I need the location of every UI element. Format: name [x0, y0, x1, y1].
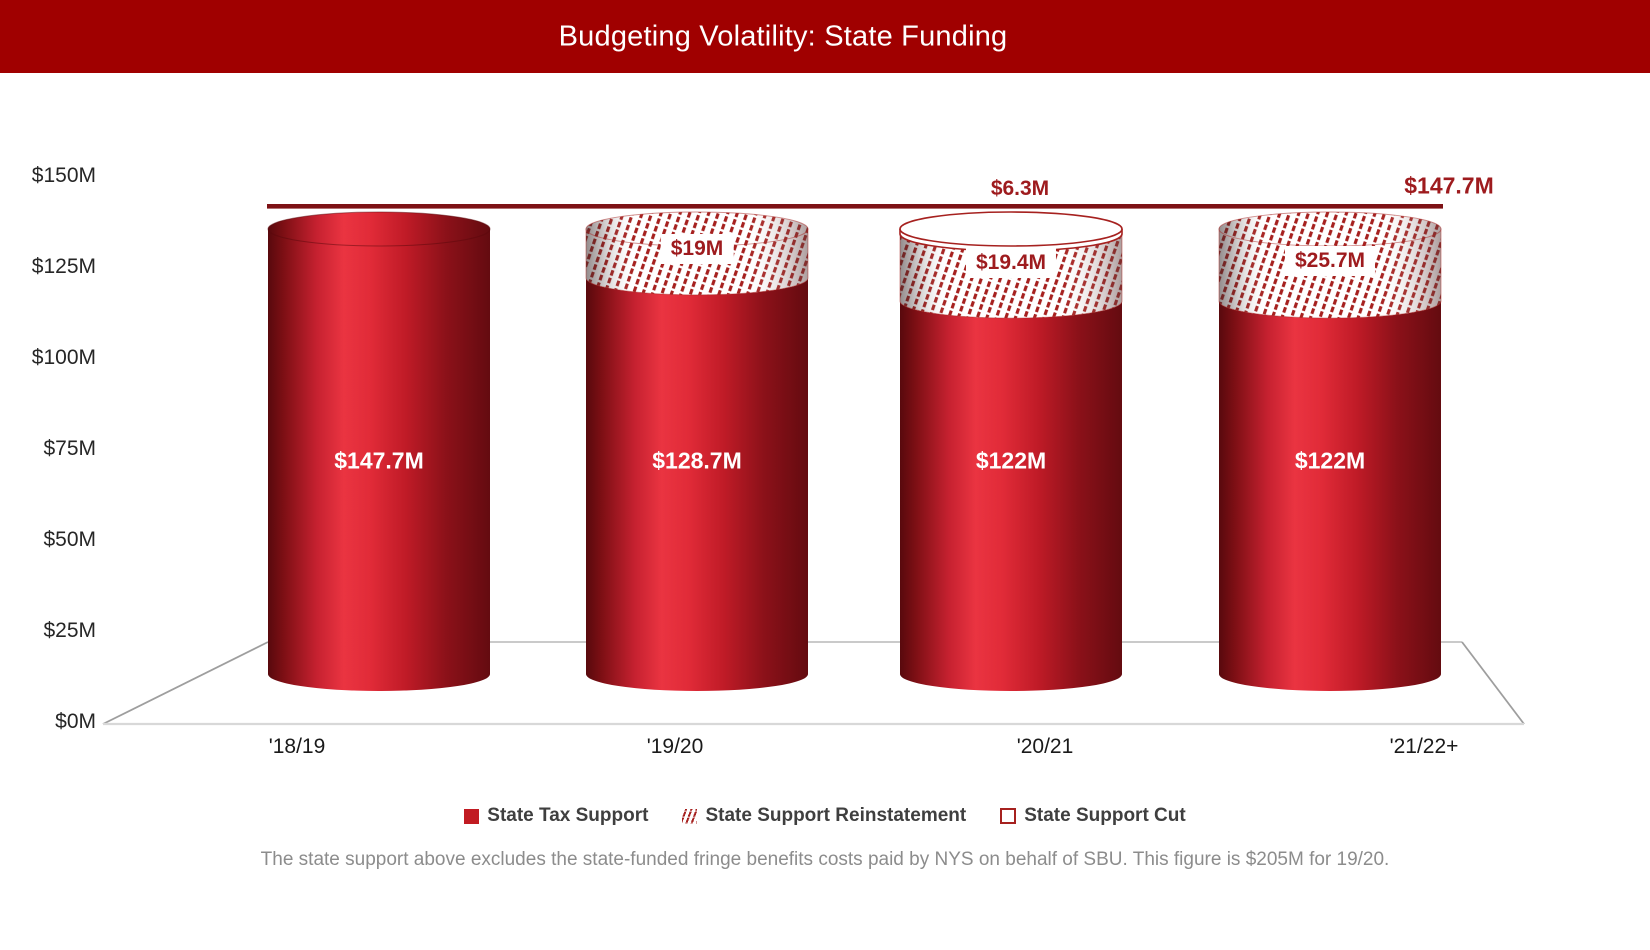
bar-value-label: $128.7M — [652, 447, 742, 474]
x-category-label: '21/22+ — [1389, 735, 1459, 758]
reference-line-label: $147.7M — [1404, 172, 1494, 199]
cylinder-bars — [267, 211, 1442, 691]
legend-label: State Support Cut — [1024, 805, 1186, 826]
reinstatement-label: $25.7M — [1284, 246, 1376, 277]
y-tick-label: $150M — [31, 164, 96, 187]
cylinder-bar — [267, 211, 491, 691]
legend-outline-swatch-icon — [1000, 808, 1017, 824]
footnote: The state support above excludes the sta… — [260, 849, 1390, 870]
legend: State Tax Support State Support Reinstate… — [0, 805, 1650, 827]
y-tick-label: $50M — [43, 528, 96, 551]
legend-item: State Tax Support — [464, 805, 648, 827]
x-category-label: '19/20 — [646, 735, 704, 758]
cut-label: $6.3M — [990, 177, 1050, 200]
legend-item: State Support Reinstatement — [682, 805, 966, 827]
bar-value-label: $147.7M — [334, 447, 424, 474]
legend-label: State Tax Support — [487, 805, 649, 826]
title-bar: Budgeting Volatility: State Funding — [0, 0, 1650, 73]
y-tick-label: $0M — [55, 710, 96, 733]
x-category-label: '18/19 — [268, 735, 326, 758]
legend-item: State Support Cut — [1000, 805, 1186, 827]
legend-solid-swatch-icon — [464, 808, 480, 824]
y-tick-label: $125M — [31, 255, 96, 278]
y-tick-label: $25M — [43, 619, 96, 642]
y-tick-label: $75M — [43, 437, 96, 460]
bar-value-label: $122M — [975, 447, 1047, 474]
reinstatement-label: $19M — [660, 234, 734, 265]
y-tick-label: $100M — [31, 346, 96, 369]
x-category-label: '20/21 — [1016, 735, 1074, 758]
legend-hatch-swatch-icon — [682, 808, 698, 824]
reinstatement-label: $19.4M — [965, 248, 1057, 279]
reference-line — [267, 204, 1443, 209]
bar-value-label: $122M — [1294, 447, 1366, 474]
legend-label: State Support Reinstatement — [705, 805, 967, 826]
chart-title: Budgeting Volatility: State Funding — [558, 20, 1008, 52]
